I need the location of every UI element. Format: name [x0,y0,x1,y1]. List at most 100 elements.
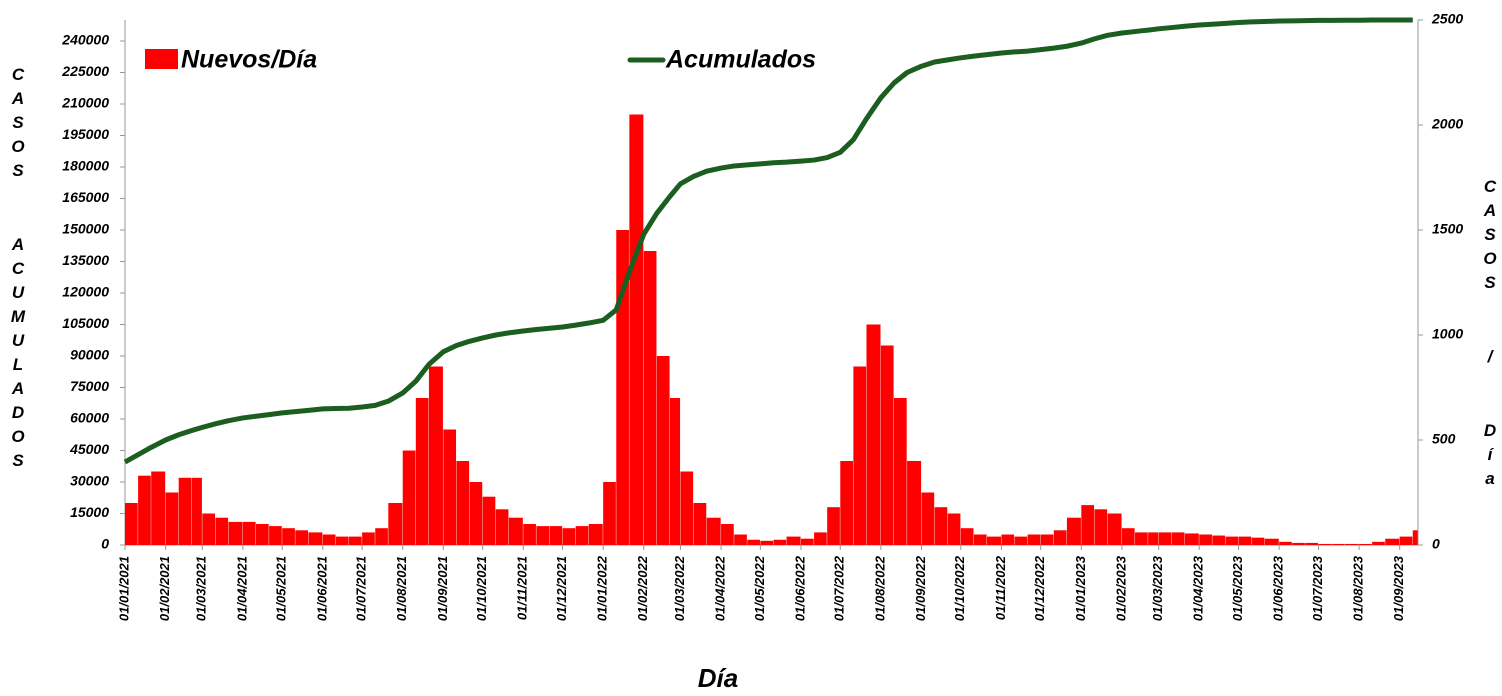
x-tick-label: 01/02/2023 [1113,555,1128,621]
bar [349,536,362,545]
bar [138,475,151,545]
x-tick-label: 01/05/2022 [752,555,767,621]
bar [469,482,483,545]
bar [151,471,166,545]
bar [228,521,243,545]
bar [934,507,948,545]
bar [362,532,375,545]
x-tick-label: 01/01/2023 [1073,555,1088,621]
bar [1066,517,1081,545]
bar [1001,534,1015,545]
y-tick-label: 195000 [62,126,109,142]
legend-label: Acumulados [665,46,816,74]
bar [616,230,629,545]
bar [643,251,657,545]
legend-swatch [145,49,178,69]
y-tick-label: 105000 [62,315,109,331]
bar [295,530,309,545]
bar [322,534,336,545]
y-tick-label: 90000 [70,347,109,363]
bar [987,536,1002,545]
x-tick-label: 01/02/2021 [157,556,172,621]
bar [814,532,827,545]
x-tick-label: 01/06/2022 [792,555,807,621]
x-tick-label: 01/03/2023 [1150,555,1165,621]
y-tick-label: 135000 [62,252,109,268]
bar [178,477,192,545]
x-tick-label: 01/09/2022 [913,555,928,621]
x-tick-label: 01/07/2023 [1310,555,1325,621]
x-tick-label: 01/08/2021 [394,556,409,621]
bar [760,540,774,545]
x-tick-label: 01/04/2023 [1191,555,1206,621]
y2-tick-label: 2000 [1431,116,1463,132]
bar [1148,532,1159,545]
line [123,17,1413,465]
bar [165,492,179,545]
bar [443,429,457,545]
bar [575,526,589,545]
bar [191,477,202,545]
bar [1158,532,1172,545]
bar [1171,532,1185,545]
y-tick-label: 0 [101,536,109,552]
bar [456,461,470,545]
x-tick-label: 01/02/2022 [635,555,650,621]
bar [629,114,644,545]
legend-label: Nuevos/Día [181,46,317,74]
bar [402,450,416,545]
x-tick-label: 01/04/2021 [234,556,249,621]
x-tick-label: 01/11/2022 [993,555,1008,620]
x-tick-label: 01/07/2022 [832,555,847,621]
y-tick-label: 150000 [62,221,109,237]
bar [921,492,935,545]
y-tick-label: 15000 [70,504,109,520]
bar [282,528,295,545]
bar [747,539,760,545]
x-tick-label: 01/03/2021 [194,556,209,621]
x-tick-label: 01/10/2022 [952,555,967,621]
x-tick-label: 01/08/2023 [1350,555,1365,621]
bar [773,539,787,545]
x-tick-label: 01/09/2021 [435,556,450,621]
bar [1292,542,1305,545]
x-tick-label: 01/01/2022 [595,555,610,621]
bar [375,528,388,545]
bar [549,526,563,545]
bar [1040,534,1054,545]
bar [1027,534,1041,545]
bar [1053,530,1067,545]
bar [308,532,323,545]
x-tick-label: 01/05/2023 [1230,555,1245,621]
bar [1344,543,1359,545]
bar [706,517,721,545]
y-tick-label: 45000 [69,441,109,457]
bar [866,324,881,545]
bar [1385,538,1400,545]
bar [840,461,853,545]
y-tick-label: 240000 [61,32,109,48]
x-tick-label: 01/03/2022 [672,555,687,621]
bar [1331,543,1345,545]
bar [202,513,215,545]
bar [1094,509,1108,545]
x-tick-label: 01/12/2022 [1032,555,1047,621]
bar [853,366,867,545]
bar [680,471,694,545]
x-axis-label: Día [698,663,738,693]
y-tick-label: 60000 [70,410,109,426]
bar [415,398,429,545]
bar [1121,528,1135,545]
bar [960,528,974,545]
bar [523,524,536,545]
bar [1107,513,1122,545]
bar [562,528,576,545]
bar [1264,538,1279,545]
bar [508,517,523,545]
bar [656,356,670,545]
y-tick-label: 165000 [62,189,109,205]
bar [215,517,229,545]
bar [893,398,907,545]
